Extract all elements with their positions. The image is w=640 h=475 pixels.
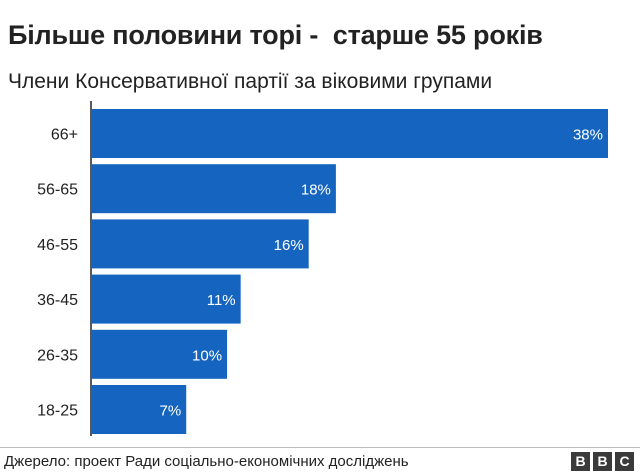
bar-chart: 66+ 38% 56-65 18% 46-55 16% 36-45 11% 26-35 10% 18… (37, 101, 608, 436)
category-label: 56-65 (37, 182, 78, 199)
bar-value-label: 10% (192, 347, 222, 364)
category-label: 26-35 (37, 347, 78, 364)
logo-letter-b1: B (571, 452, 590, 471)
category-label: 66+ (51, 127, 78, 144)
chart-subtitle: Члени Консервативної партії за віковими … (8, 70, 493, 93)
bar-36-45 (91, 274, 241, 324)
logo-letter-b2: B (593, 452, 612, 471)
bar-26-35 (91, 329, 228, 379)
category-label: 36-45 (37, 292, 78, 309)
bar-46-55 (91, 219, 309, 269)
bar-18-25 (91, 385, 187, 434)
source-note: Джерело: проект Ради соціально-економічн… (4, 453, 409, 470)
chart-title: Більше половини торі - старше 55 років (8, 20, 543, 50)
bar-66+ (91, 109, 608, 158)
bar-value-label: 7% (160, 403, 182, 420)
bar-value-label: 16% (274, 237, 304, 254)
bar-56-65 (91, 164, 336, 214)
bar-value-label: 11% (207, 292, 236, 309)
footer-divider (0, 447, 640, 448)
category-label: 46-55 (37, 237, 78, 254)
category-label: 18-25 (37, 403, 78, 420)
logo-letter-c: C (615, 452, 634, 471)
bar-value-label: 38% (573, 127, 603, 144)
bbc-logo: B B C (571, 452, 634, 471)
bar-value-label: 18% (301, 182, 331, 199)
